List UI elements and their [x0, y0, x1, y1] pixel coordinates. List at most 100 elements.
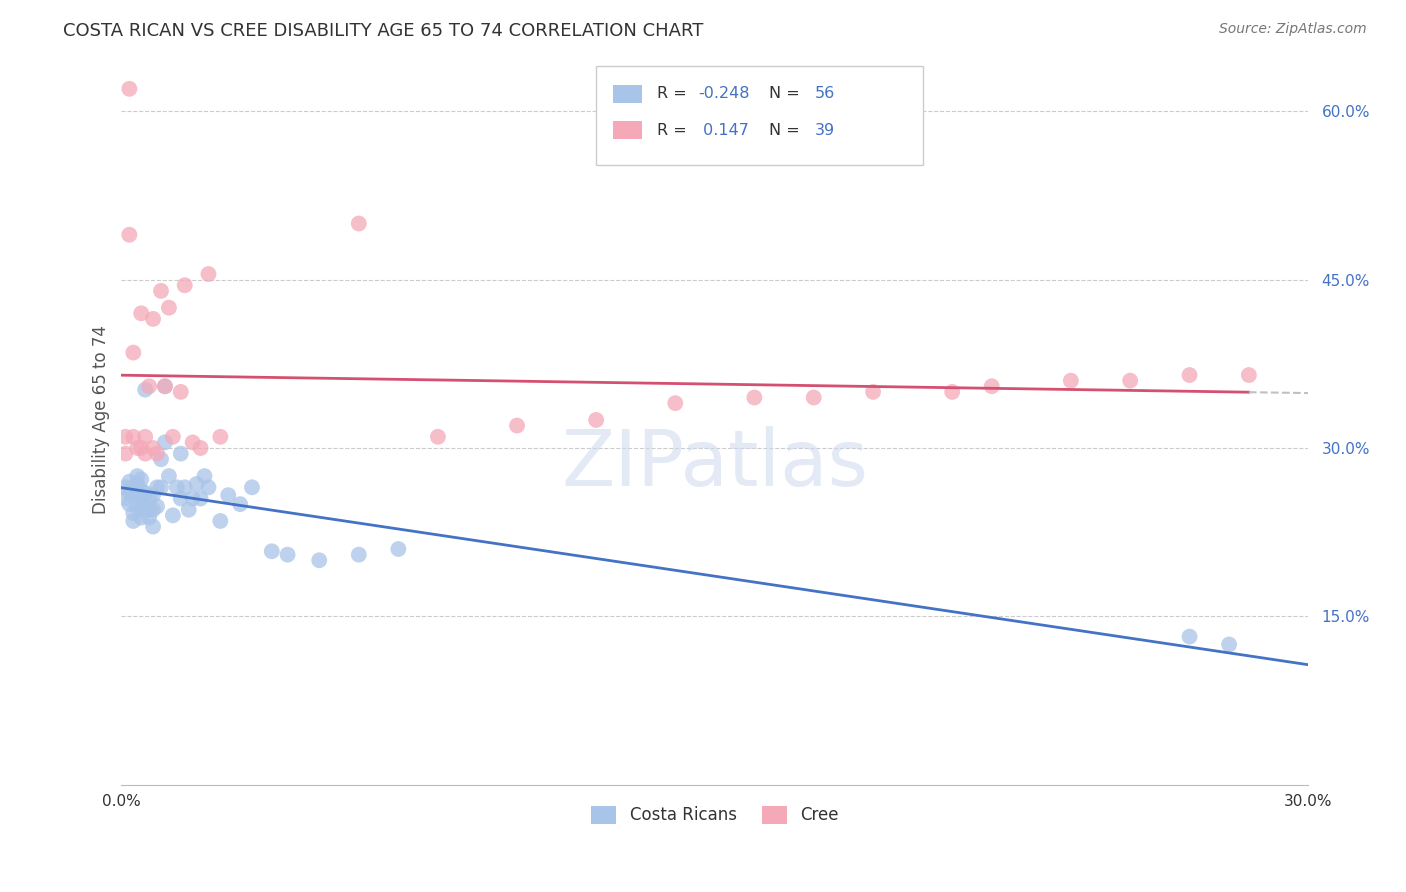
Point	[114, 480, 136, 494]
Point	[170, 491, 193, 506]
Point	[229, 497, 252, 511]
Point	[190, 491, 212, 506]
Point	[129, 441, 152, 455]
Point	[129, 491, 152, 506]
Point	[166, 480, 188, 494]
Point	[162, 430, 184, 444]
Point	[1060, 374, 1083, 388]
Point	[153, 379, 176, 393]
Point	[190, 441, 212, 455]
Point	[114, 491, 136, 506]
Text: Source: ZipAtlas.com: Source: ZipAtlas.com	[1219, 22, 1367, 37]
Point	[1237, 368, 1260, 382]
Point	[129, 510, 152, 524]
Point	[122, 345, 145, 359]
Point	[127, 500, 149, 514]
Point	[980, 379, 1002, 393]
Text: N =: N =	[769, 123, 806, 137]
Point	[209, 430, 232, 444]
FancyBboxPatch shape	[613, 85, 643, 103]
Point	[186, 477, 208, 491]
Point	[1178, 368, 1201, 382]
Point	[153, 435, 176, 450]
Point	[114, 447, 136, 461]
Point	[142, 488, 165, 502]
FancyBboxPatch shape	[613, 121, 643, 139]
FancyBboxPatch shape	[596, 66, 922, 165]
Point	[157, 469, 180, 483]
Point	[387, 542, 409, 557]
Point	[277, 548, 299, 562]
Point	[585, 413, 607, 427]
Point	[209, 514, 232, 528]
Point	[240, 480, 263, 494]
Point	[129, 483, 152, 498]
Point	[142, 519, 165, 533]
Legend: Costa Ricans, Cree: Costa Ricans, Cree	[585, 799, 845, 831]
Point	[146, 480, 169, 494]
Point	[134, 500, 156, 514]
Point	[118, 497, 141, 511]
Point	[127, 441, 149, 455]
Point	[138, 379, 160, 393]
Point	[153, 379, 176, 393]
Point	[1119, 374, 1142, 388]
Point	[347, 217, 370, 231]
Point	[150, 284, 173, 298]
Point	[138, 502, 160, 516]
Point	[138, 510, 160, 524]
Point	[142, 441, 165, 455]
Point	[122, 480, 145, 494]
Point	[150, 452, 173, 467]
Point	[114, 430, 136, 444]
Point	[217, 488, 239, 502]
Text: R =: R =	[657, 87, 692, 102]
Text: 0.147: 0.147	[699, 123, 749, 137]
Point	[118, 486, 141, 500]
Point	[134, 430, 156, 444]
Point	[122, 488, 145, 502]
Text: COSTA RICAN VS CREE DISABILITY AGE 65 TO 74 CORRELATION CHART: COSTA RICAN VS CREE DISABILITY AGE 65 TO…	[63, 22, 703, 40]
Point	[146, 447, 169, 461]
Point	[122, 506, 145, 520]
Point	[127, 488, 149, 502]
Point	[118, 227, 141, 242]
Point	[118, 475, 141, 489]
Text: R =: R =	[657, 123, 692, 137]
Point	[862, 384, 884, 399]
Point	[142, 502, 165, 516]
Point	[142, 312, 165, 326]
Point	[134, 486, 156, 500]
Point	[118, 82, 141, 96]
Point	[134, 447, 156, 461]
Text: ZIPatlas: ZIPatlas	[561, 425, 869, 501]
Point	[134, 383, 156, 397]
Point	[157, 301, 180, 315]
Point	[129, 472, 152, 486]
Point	[122, 430, 145, 444]
Point	[177, 502, 200, 516]
Point	[170, 447, 193, 461]
Point	[744, 391, 766, 405]
Text: 39: 39	[814, 123, 835, 137]
Point	[173, 278, 195, 293]
Point	[127, 469, 149, 483]
Point	[260, 544, 283, 558]
Point	[129, 502, 152, 516]
Point	[150, 480, 173, 494]
Point	[506, 418, 529, 433]
Point	[1178, 630, 1201, 644]
Point	[941, 384, 963, 399]
Text: -0.248: -0.248	[699, 87, 749, 102]
Point	[173, 480, 195, 494]
Y-axis label: Disability Age 65 to 74: Disability Age 65 to 74	[93, 326, 110, 515]
Point	[146, 500, 169, 514]
Point	[170, 384, 193, 399]
Point	[197, 480, 219, 494]
Point	[197, 267, 219, 281]
Point	[129, 306, 152, 320]
Point	[803, 391, 825, 405]
Point	[162, 508, 184, 523]
Point	[181, 435, 204, 450]
Point	[122, 514, 145, 528]
